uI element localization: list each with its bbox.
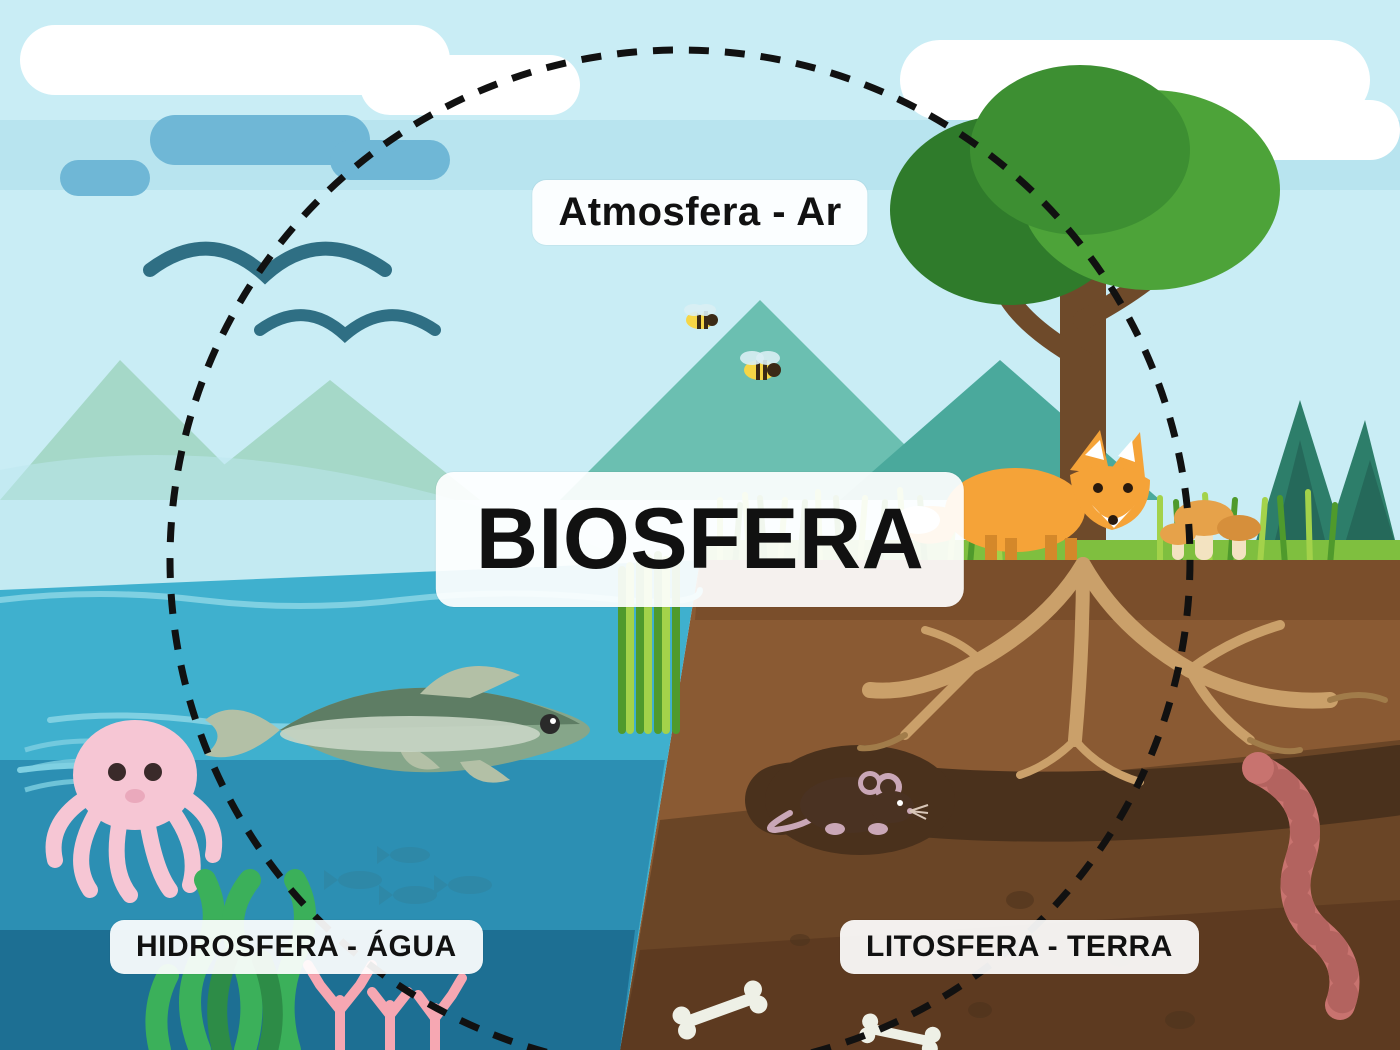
label-hydrosphere: HIDROSFERA - ÁGUA xyxy=(110,920,483,974)
biosphere-diagram: Atmosfera - Ar BIOSFERA HIDROSFERA - ÁGU… xyxy=(0,0,1400,1050)
label-lithosphere: LITOSFERA - TERRA xyxy=(840,920,1199,974)
label-atmosphere: Atmosfera - Ar xyxy=(532,180,867,245)
label-title: BIOSFERA xyxy=(436,472,964,607)
